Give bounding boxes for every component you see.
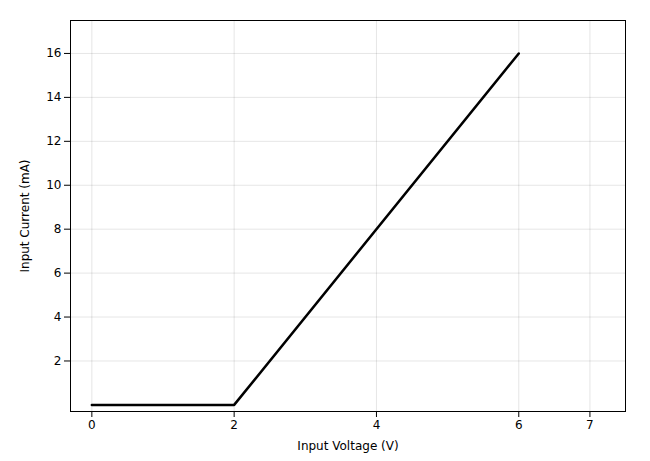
svg-text:6: 6 (54, 266, 62, 280)
svg-text:4: 4 (54, 310, 62, 324)
svg-text:16: 16 (46, 46, 61, 60)
svg-text:12: 12 (46, 134, 61, 148)
svg-text:14: 14 (46, 90, 61, 104)
svg-text:2: 2 (54, 354, 62, 368)
svg-text:10: 10 (46, 178, 61, 192)
svg-text:2: 2 (230, 418, 238, 432)
svg-text:6: 6 (515, 418, 523, 432)
svg-text:0: 0 (88, 418, 96, 432)
svg-text:4: 4 (373, 418, 381, 432)
svg-text:Input Voltage (V): Input Voltage (V) (297, 439, 398, 453)
svg-text:Input Current (mA): Input Current (mA) (18, 159, 32, 272)
svg-text:8: 8 (54, 222, 62, 236)
svg-text:7: 7 (586, 418, 594, 432)
